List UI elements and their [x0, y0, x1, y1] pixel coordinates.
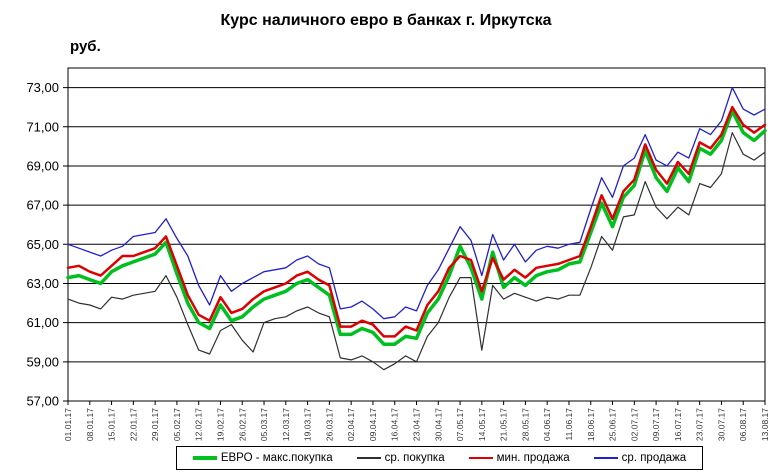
legend-label: ср. продажа — [621, 452, 687, 464]
x-tick-label: 26.03.17 — [324, 408, 334, 441]
x-tick-label: 05.03.17 — [259, 408, 269, 441]
x-tick-label: 02.07.17 — [629, 408, 639, 441]
x-tick-label: 09.07.17 — [651, 408, 661, 441]
y-tick-label: 63,00 — [26, 276, 59, 291]
x-tick-label: 05.02.17 — [172, 408, 182, 441]
legend-label: ЕВРО - макс.покупка — [220, 452, 333, 464]
x-tick-label: 23.04.17 — [412, 408, 422, 441]
x-tick-label: 22.01.17 — [128, 408, 138, 441]
y-tick-label: 57,00 — [26, 394, 59, 409]
series-line-ср. покупка — [67, 132, 766, 371]
x-tick-label: 29.01.17 — [150, 408, 160, 441]
x-tick-label: 23.07.17 — [695, 408, 705, 441]
x-tick-label: 02.04.17 — [346, 408, 356, 441]
legend-item: ср. покупка — [356, 452, 445, 464]
series-line-ЕВРО - макс.покупка — [66, 109, 767, 346]
legend-line-swatch — [192, 456, 217, 460]
x-tick-label: 08.01.17 — [85, 408, 95, 441]
x-tick-label: 18.06.17 — [586, 408, 596, 441]
x-tick-label: 16.04.17 — [390, 408, 400, 441]
legend-label: ср. покупка — [384, 452, 445, 464]
x-tick-label: 12.02.17 — [194, 408, 204, 441]
x-tick-label: 09.04.17 — [368, 408, 378, 441]
legend-line-swatch — [593, 457, 618, 459]
y-tick-label: 65,00 — [26, 237, 59, 252]
y-tick-label: 59,00 — [26, 354, 59, 369]
y-tick-label: 71,00 — [26, 119, 59, 134]
plot-border — [67, 67, 766, 402]
y-tick-label: 69,00 — [26, 158, 59, 173]
x-tick-label: 19.02.17 — [215, 408, 225, 441]
chart-title: Курс наличного евро в банках г. Иркутска — [220, 12, 552, 29]
x-tick-label: 13.08.17 — [760, 408, 770, 441]
legend-item: мин. продажа — [468, 452, 570, 464]
x-tick-label: 01.01.17 — [63, 408, 73, 441]
x-tick-label: 06.08.17 — [738, 408, 748, 441]
x-tick-label: 30.07.17 — [716, 408, 726, 441]
series-line-ср. продажа — [67, 86, 766, 320]
x-tick-label: 04.06.17 — [542, 408, 552, 441]
x-tick-label: 15.01.17 — [107, 408, 117, 441]
x-tick-label: 07.05.17 — [455, 408, 465, 441]
x-tick-label: 11.06.17 — [564, 408, 574, 441]
x-tick-label: 14.05.17 — [477, 408, 487, 441]
y-axis-unit-label: руб. — [70, 38, 101, 55]
x-tick-label: 19.03.17 — [303, 408, 313, 441]
x-tick-label: 28.05.17 — [520, 408, 530, 441]
y-tick-label: 61,00 — [26, 315, 59, 330]
legend-item: ЕВРО - макс.покупка — [192, 452, 333, 464]
legend: ЕВРО - макс.покупка ср. покупка мин. прода… — [176, 446, 703, 470]
x-tick-label: 25.06.17 — [608, 408, 618, 441]
x-tick-label: 30.04.17 — [433, 408, 443, 441]
plot-area: 57,00 59,00 61,00 63,00 65,00 67,00 69,00 71,00… — [26, 67, 770, 441]
y-tick-label: 67,00 — [26, 198, 59, 213]
legend-line-swatch — [468, 456, 493, 460]
x-tick-label: 16.07.17 — [673, 408, 683, 441]
series-line-мин. продажа — [66, 105, 767, 338]
x-tick-label: 12.03.17 — [281, 408, 291, 441]
y-tick-label: 73,00 — [26, 80, 59, 95]
legend-item: ср. продажа — [593, 452, 687, 464]
legend-line-swatch — [356, 457, 381, 459]
x-tick-label: 21.05.17 — [499, 408, 509, 441]
x-tick-label: 26.02.17 — [237, 408, 247, 441]
legend-label: мин. продажа — [496, 452, 570, 464]
